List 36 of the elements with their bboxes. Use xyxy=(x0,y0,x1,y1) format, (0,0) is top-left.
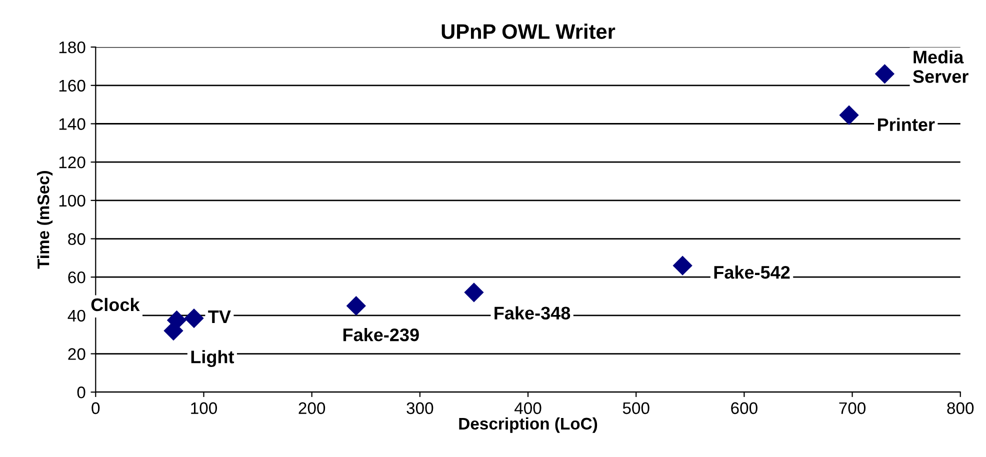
y-tick-label: 20 xyxy=(68,348,86,360)
annotation: Fake-239 xyxy=(343,328,419,342)
x-tick-label: 800 xyxy=(947,402,974,414)
x-axis-title: Description (LoC) xyxy=(459,417,598,433)
x-tick-label: 100 xyxy=(191,402,217,414)
x-tick-label: 500 xyxy=(622,402,650,414)
y-tick-label: 0 xyxy=(77,386,86,398)
point xyxy=(839,106,859,125)
x-tick-label: 300 xyxy=(406,402,434,414)
y-tick-label: 40 xyxy=(68,310,86,322)
y-tick-label: 120 xyxy=(59,156,86,168)
point xyxy=(875,64,894,84)
annotation: Media Server xyxy=(913,50,968,83)
y-tick-label: 140 xyxy=(59,118,86,130)
annotation: Printer xyxy=(878,118,935,132)
y-tick-label: 60 xyxy=(68,271,86,284)
point xyxy=(184,308,204,328)
x-tick-label: 400 xyxy=(514,402,542,414)
point xyxy=(464,282,484,302)
annotation: Clock xyxy=(91,298,140,312)
y-tick-label: 80 xyxy=(68,233,86,245)
x-tick-label: 700 xyxy=(839,402,866,414)
point xyxy=(346,296,366,316)
annotation: Light xyxy=(191,350,234,367)
annotation: Fake-542 xyxy=(714,266,790,279)
y-tick-label: 160 xyxy=(59,80,86,92)
x-tick-label: 600 xyxy=(731,402,758,414)
y-tick-label: 100 xyxy=(59,194,86,207)
annotation: TV xyxy=(208,310,231,323)
y-tick-label: 180 xyxy=(59,41,86,54)
point xyxy=(673,256,692,276)
annotation: Fake-348 xyxy=(494,306,570,320)
y-axis-title: Time (mSec) xyxy=(37,171,53,269)
x-tick-label: 0 xyxy=(92,402,100,414)
chart-title: UPnP OWL Writer xyxy=(442,24,616,39)
x-tick-label: 200 xyxy=(298,402,326,414)
